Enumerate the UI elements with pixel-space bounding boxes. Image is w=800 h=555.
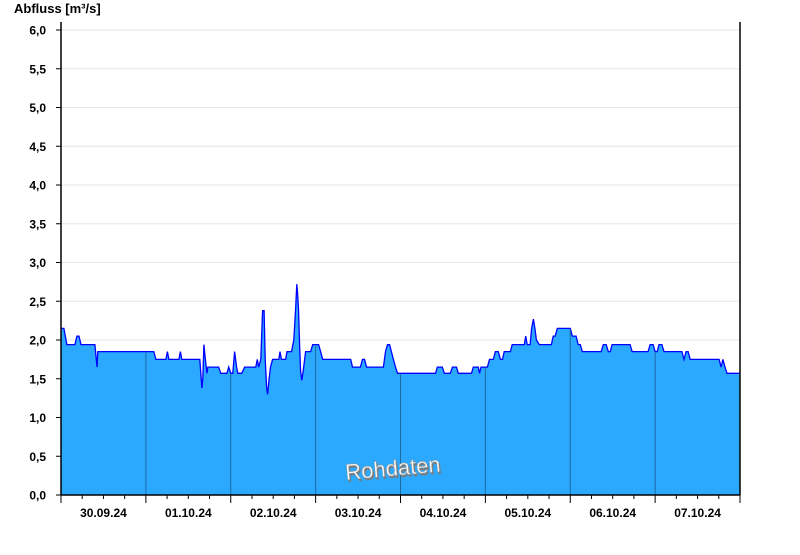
y-tick-label: 3,5: [29, 217, 46, 231]
x-tick-label: 02.10.24: [250, 506, 297, 520]
x-tick-label: 05.10.24: [504, 506, 551, 520]
y-tick-label: 0,0: [29, 489, 46, 503]
y-tick-label: 2,5: [29, 295, 46, 309]
y-tick-label: 5,0: [29, 101, 46, 115]
y-tick-label: 5,5: [29, 62, 46, 76]
y-tick-label: 4,0: [29, 179, 46, 193]
x-ticks: 30.09.24 01.10.24 02.10.24 03.10.24 04.10.24…: [60, 495, 741, 520]
x-tick-label: 06.10.24: [589, 506, 636, 520]
x-tick-label: 03.10.24: [335, 506, 382, 520]
y-axis-label: Abfluss [m³/s]: [14, 1, 101, 16]
y-tick-label: 0,5: [29, 450, 46, 464]
x-tick-label: 30.09.24: [80, 506, 127, 520]
day-dividers: [145, 329, 656, 495]
y-tick-label: 2,0: [29, 334, 46, 348]
y-tick-label: 1,0: [29, 411, 46, 425]
series-line: [61, 284, 740, 395]
x-tick-label: 01.10.24: [165, 506, 212, 520]
y-tick-label: 4,5: [29, 140, 46, 154]
y-tick-label: 1,5: [29, 372, 46, 386]
x-tick-label: 04.10.24: [420, 506, 467, 520]
y-tick-label: 6,0: [29, 24, 46, 38]
x-tick-label: 07.10.24: [674, 506, 721, 520]
y-ticks: 0,0 0,5 1,0 1,5 2,0 2,5 3,0 3,5 4,0 4,5 5,0 5,5 6,0: [29, 24, 61, 503]
y-tick-label: 3,0: [29, 256, 46, 270]
